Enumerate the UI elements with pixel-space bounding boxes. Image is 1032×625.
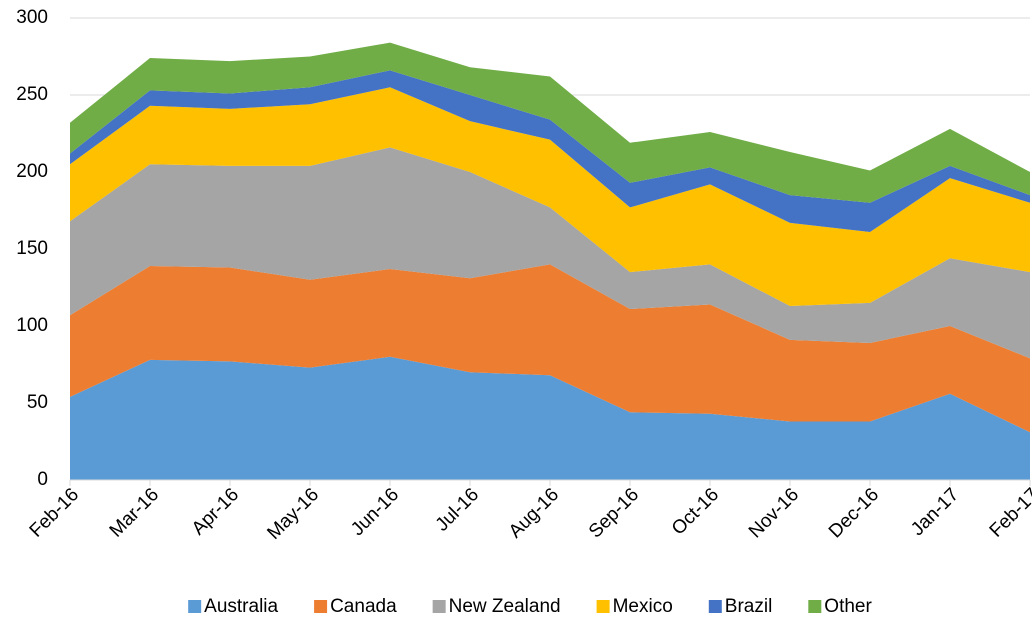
y-tick-label: 250 <box>16 84 48 105</box>
x-tick-label: Mar-16 <box>106 484 163 541</box>
x-tick-label: May-16 <box>263 484 323 544</box>
legend-swatch <box>314 600 328 613</box>
legend-swatch <box>188 600 202 613</box>
legend-label: New Zealand <box>449 596 561 617</box>
x-tick-label: Jul-16 <box>432 484 483 535</box>
x-tick-label: Aug-16 <box>505 484 563 542</box>
x-tick-label: Feb-17 <box>986 484 1032 541</box>
y-tick-label: 200 <box>16 161 48 182</box>
area <box>70 264 1030 433</box>
area <box>70 147 1030 359</box>
legend: Australia Canada New Zealand Mexico Brazil Ot… <box>188 596 872 617</box>
y-tick-label: 0 <box>37 469 48 490</box>
x-tick-label: Jan-17 <box>907 484 963 540</box>
y-tick-label: 300 <box>16 7 48 28</box>
legend-swatch <box>596 600 610 613</box>
y-tick-label: 100 <box>16 315 48 336</box>
legend-swatch <box>708 600 722 613</box>
x-tick-label: Sep-16 <box>585 484 643 542</box>
area <box>70 87 1030 306</box>
legend-label: Canada <box>330 596 397 617</box>
y-tick-label: 50 <box>27 392 48 413</box>
legend-label: Other <box>824 596 872 617</box>
legend-label: Brazil <box>725 596 773 617</box>
x-tick-label: Nov-16 <box>745 484 803 542</box>
area <box>70 42 1030 203</box>
legend-label: Mexico <box>613 596 673 617</box>
x-tick-label: Jun-16 <box>347 484 403 540</box>
x-tick-label: Dec-16 <box>825 484 883 542</box>
x-tick-label: Apr-16 <box>188 484 243 539</box>
legend-swatch <box>432 600 446 613</box>
y-tick-label: 150 <box>16 238 48 259</box>
x-tick-label: Feb-16 <box>26 484 83 541</box>
area <box>70 356 1030 480</box>
x-tick-label: Oct-16 <box>668 484 723 539</box>
legend-swatch <box>808 600 822 613</box>
legend-label: Australia <box>204 596 278 617</box>
